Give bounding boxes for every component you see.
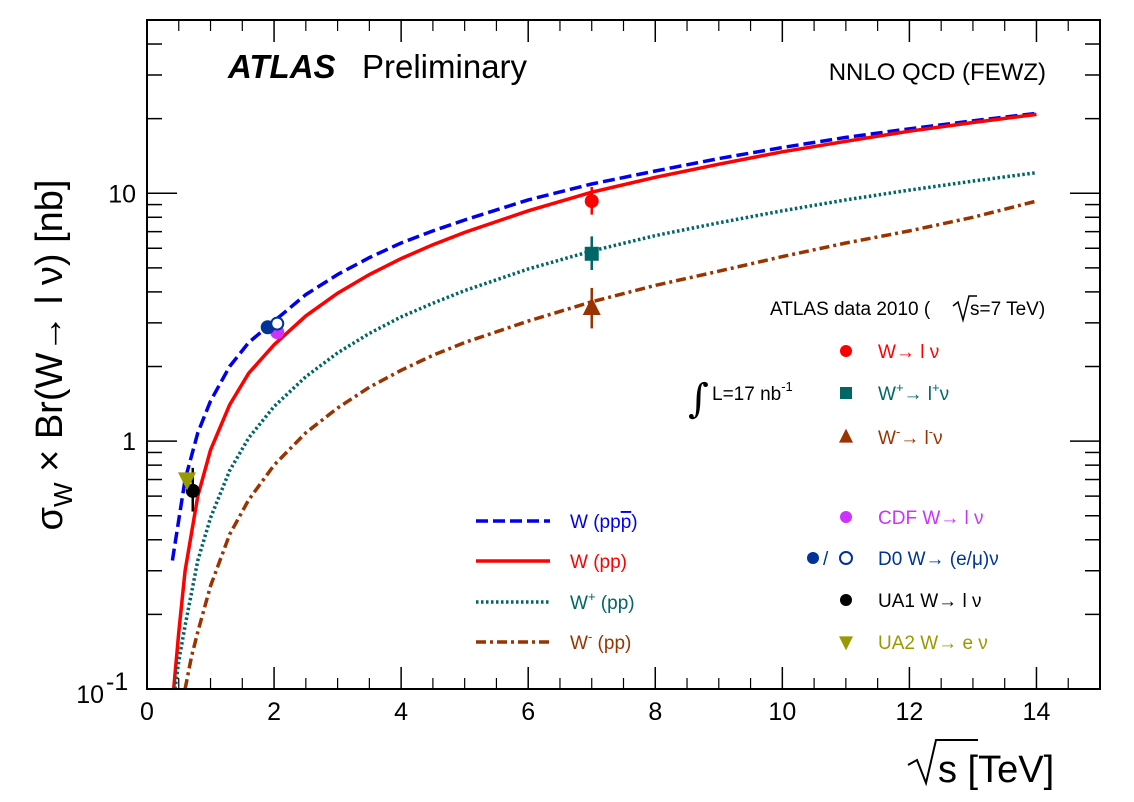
x-tick-label: 0 [140,698,154,726]
legend-marker-d0_e [807,552,819,564]
x-tick-label: 10 [768,698,796,726]
legend-marker-d0-mu [839,551,853,565]
legend-line-label-1: W (pp) [570,552,627,573]
legend-marker-ua2 [839,636,853,651]
y-axis-title: σW × Br(W→ l ν) [nb] [29,180,78,531]
lumi-text: L=17 nb-1 [712,379,793,405]
point-ua1 [185,483,200,498]
legend-label-d0_e: D0 W→ (e/μ)ν [878,549,999,570]
theory-curves [170,111,1037,690]
data-title-energy: s=7 TeV) [970,299,1045,320]
legend-marker-ua1 [840,594,852,606]
legend-label-atlas_wplus: W+→ l+ν [878,380,949,405]
x-axis-title: s [TeV] [907,739,1054,791]
legend-marker-atlas_wminus [839,428,853,443]
point-atlas_w [584,194,599,209]
point-atlas_wplus [584,246,599,261]
lumi-value: L=17 nb [712,384,781,405]
legend-line-label-2: W+ (pp) [570,589,635,614]
integral-symbol: ∫ [688,376,709,422]
curve-wminus-pp [183,199,1037,690]
svg-text:σW × Br(W→ l ν) [nb]: σW × Br(W→ l ν) [nb] [29,180,78,531]
x-tick-label: 2 [267,698,281,726]
curve-w-ppbar [170,111,1037,561]
luminosity-label: ∫ L=17 nb-1 [688,376,793,422]
y-title-rest: × Br(W→ l ν) [nb] [29,180,71,483]
legend-label-atlas_w: W→ l ν [878,342,939,363]
y-tick-label-1: 1 [122,428,136,456]
x-tick-label: 8 [648,698,662,726]
data-legend-title: ATLAS data 2010 ( s=7 TeV) [770,295,1045,323]
x-tick-label: 6 [521,698,535,726]
atlas-label: ATLAS [227,48,336,85]
x-tick-label: 14 [1023,698,1051,726]
x-tick-label: 4 [394,698,408,726]
curve-w-pp [171,112,1037,690]
sqrt-symbol [907,739,978,787]
theory-label: NNLO QCD (FEWZ) [829,59,1046,86]
x-axis-label: s [TeV] [938,749,1054,791]
legend-separator: / [823,549,829,570]
legend-label-ua2: UA2 W→ e ν [878,633,988,654]
y-tick-label-exp: -1 [106,668,128,696]
legend-label-atlas_wminus: W-→ l-ν [878,424,943,449]
data-title-sqrt [952,295,977,323]
lumi-exp: -1 [781,379,793,394]
point-d0_mu [270,316,285,331]
x-tick-label: 12 [895,698,923,726]
legend-label-ua1: UA1 W→ l ν [878,591,981,612]
legend-label-cdf: CDF W→ l ν [878,508,984,529]
data-points [178,186,601,512]
preliminary-label: Preliminary [362,48,528,85]
point-atlas_wminus [582,297,601,316]
legend: W→ l ν W+→ l+ν W-→ l-ν CDF W→ l ν / D0 W→ (e/… [476,342,999,654]
legend-line-label-0: W (ppp) [570,512,638,533]
legend-marker-cdf [840,511,852,523]
y-title-sigma: σ [29,507,71,530]
data-title-text: ATLAS data 2010 ( [770,299,931,320]
y-tick-label-0.1: 10 [76,681,104,709]
y-tick-label-10: 10 [108,180,136,208]
y-title-sub: W [48,482,78,507]
point-ua2 [178,472,197,491]
legend-line-label-3: W- (pp) [570,629,631,654]
legend-marker-atlas_w [840,345,852,357]
legend-marker-atlas_wplus [840,387,852,399]
curve-wplus-pp [173,170,1037,690]
